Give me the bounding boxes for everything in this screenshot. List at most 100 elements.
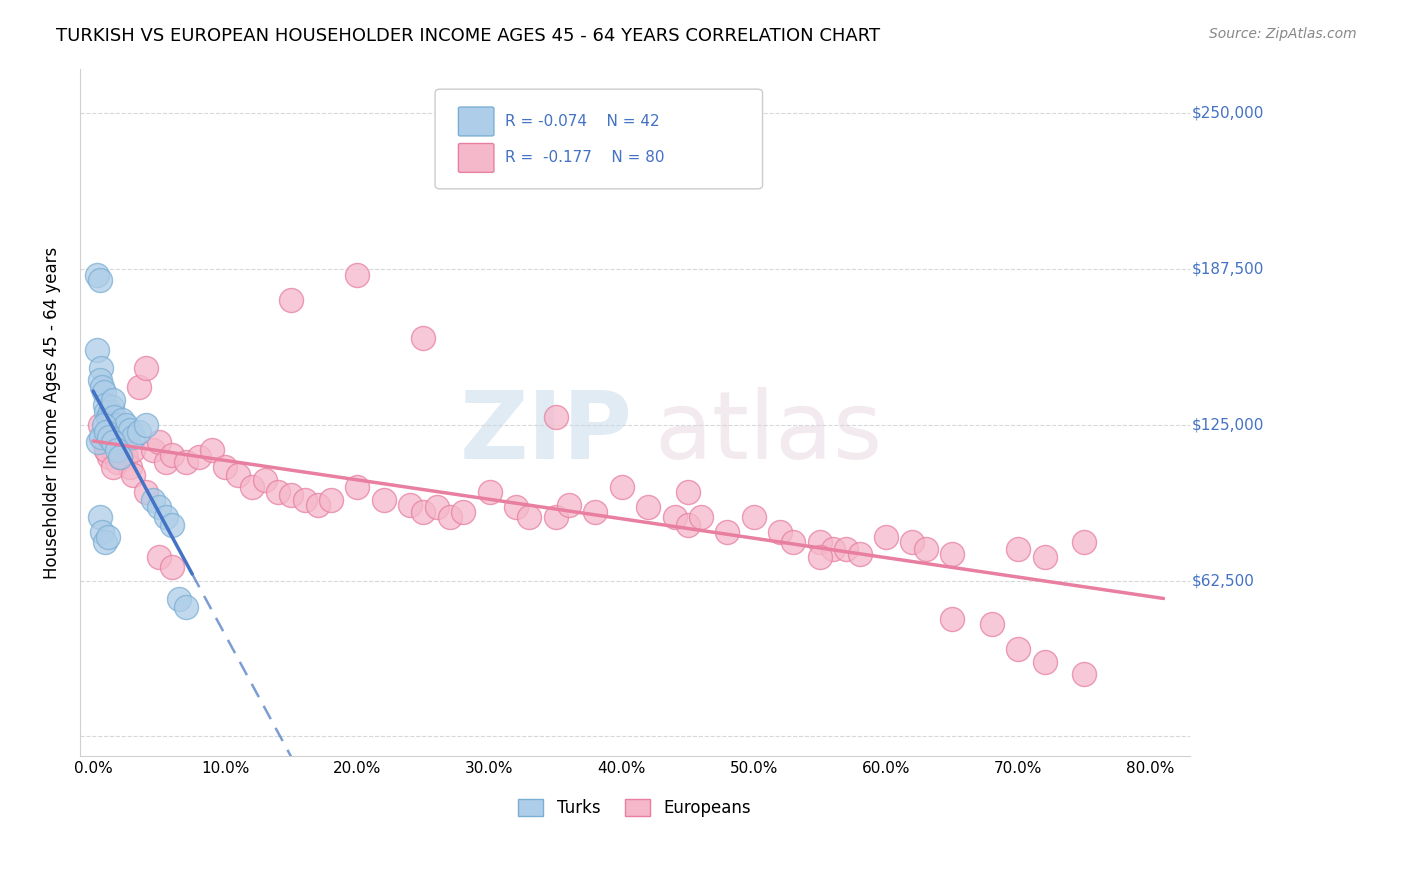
Point (90, 360, 112, 375)
Point (637, 500, 659, 514)
Point (86, 268, 108, 283)
Point (96, 425, 118, 440)
Point (101, 392, 124, 407)
Point (97, 410, 120, 425)
Text: R =  -0.177    N = 80: R = -0.177 N = 80 (505, 151, 665, 165)
Point (980, 617, 1002, 632)
Point (98, 405, 121, 419)
Point (716, 524, 738, 539)
Point (294, 492, 316, 507)
Point (115, 417, 138, 432)
Point (914, 542, 936, 557)
Point (901, 535, 924, 549)
Point (96, 442, 118, 457)
Point (155, 455, 177, 469)
Point (1073, 667, 1095, 681)
Point (90, 430, 112, 444)
Point (228, 467, 250, 482)
Text: TURKISH VS EUROPEAN HOUSEHOLDER INCOME AGES 45 - 64 YEARS CORRELATION CHART: TURKISH VS EUROPEAN HOUSEHOLDER INCOME A… (56, 27, 880, 45)
Y-axis label: Householder Income Ages 45 - 64 years: Householder Income Ages 45 - 64 years (44, 246, 60, 579)
Point (162, 517, 184, 532)
Text: atlas: atlas (654, 387, 882, 479)
Point (346, 268, 368, 283)
Point (111, 448, 134, 462)
Point (108, 442, 131, 457)
Point (96, 405, 118, 419)
Point (583, 505, 606, 519)
Point (544, 410, 567, 425)
Point (676, 517, 699, 532)
Point (108, 417, 131, 432)
Text: $125,000: $125,000 (1192, 417, 1264, 433)
Point (610, 480, 633, 494)
Point (280, 293, 302, 308)
Point (307, 498, 329, 512)
Point (108, 450, 131, 465)
Point (875, 530, 897, 544)
Text: $62,500: $62,500 (1192, 573, 1256, 588)
Point (120, 460, 142, 475)
Point (201, 442, 224, 457)
FancyBboxPatch shape (458, 144, 494, 172)
Point (94, 535, 117, 549)
Point (742, 510, 765, 524)
Point (451, 505, 474, 519)
Point (148, 500, 170, 514)
Point (162, 448, 184, 462)
Point (135, 360, 157, 375)
Point (93, 385, 115, 400)
Point (426, 500, 449, 514)
Point (162, 560, 184, 574)
Point (941, 548, 963, 562)
Point (399, 498, 422, 512)
Text: $187,500: $187,500 (1192, 261, 1264, 277)
Point (267, 485, 290, 500)
Point (105, 417, 128, 432)
Point (319, 492, 342, 507)
Point (835, 542, 858, 557)
Point (100, 401, 122, 415)
Point (121, 430, 143, 444)
Point (94, 398, 117, 412)
Point (121, 467, 143, 482)
Point (782, 535, 804, 549)
Point (105, 442, 128, 457)
Point (105, 455, 128, 469)
Point (141, 442, 163, 457)
Point (97, 530, 120, 544)
Point (808, 549, 831, 564)
Point (214, 460, 236, 475)
Point (121, 442, 143, 457)
Point (111, 413, 134, 427)
Point (1007, 642, 1029, 657)
Point (478, 485, 501, 500)
Point (439, 510, 461, 524)
Point (97, 413, 120, 427)
Point (848, 548, 870, 562)
Point (97, 450, 120, 465)
Point (558, 498, 581, 512)
Point (89, 273, 111, 287)
Point (253, 473, 276, 487)
Point (167, 592, 190, 607)
Point (103, 410, 125, 425)
Text: R = -0.074    N = 42: R = -0.074 N = 42 (505, 114, 659, 129)
Point (823, 542, 845, 557)
Point (544, 510, 567, 524)
Point (148, 435, 170, 450)
Point (141, 492, 163, 507)
Point (128, 380, 150, 394)
Point (187, 450, 209, 465)
Text: ZIP: ZIP (460, 387, 633, 479)
Point (155, 510, 177, 524)
Point (373, 492, 395, 507)
Point (101, 460, 124, 475)
Text: $250,000: $250,000 (1192, 106, 1264, 121)
Point (148, 549, 170, 564)
Point (108, 450, 131, 465)
Point (517, 510, 540, 524)
Point (808, 535, 831, 549)
Point (128, 425, 150, 440)
Point (87, 435, 110, 450)
Point (120, 423, 142, 437)
